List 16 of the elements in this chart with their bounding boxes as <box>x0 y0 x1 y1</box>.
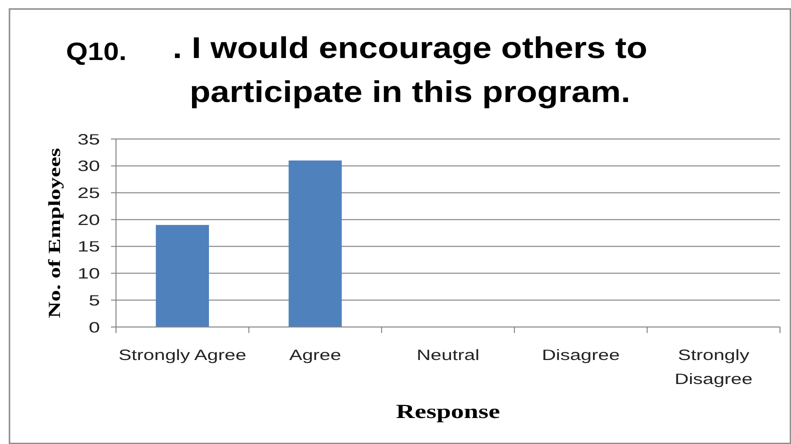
chart-title: Q10. . I would encourage others to participate in this program. <box>66 30 648 109</box>
y-tick-label: 20 <box>78 211 100 228</box>
y-tick-label: 35 <box>78 130 100 148</box>
y-axis-title: No. of Employees <box>46 148 64 318</box>
y-tick-label: 0 <box>88 318 100 336</box>
y-tick-label: 5 <box>88 292 100 309</box>
x-tick-label: Disagree <box>542 346 620 364</box>
x-tick-label: Strongly Disagree <box>674 346 753 388</box>
y-tick-label: 25 <box>78 184 100 202</box>
y-tick-label: 10 <box>78 265 100 282</box>
x-axis-title: Response <box>396 400 500 424</box>
x-tick-label: Neutral <box>416 346 480 364</box>
x-tick-label: Agree <box>289 346 342 364</box>
y-tick-label: 30 <box>78 158 100 174</box>
y-tick-label: 15 <box>78 238 100 256</box>
x-tick-label: Strongly Agree <box>118 346 246 364</box>
